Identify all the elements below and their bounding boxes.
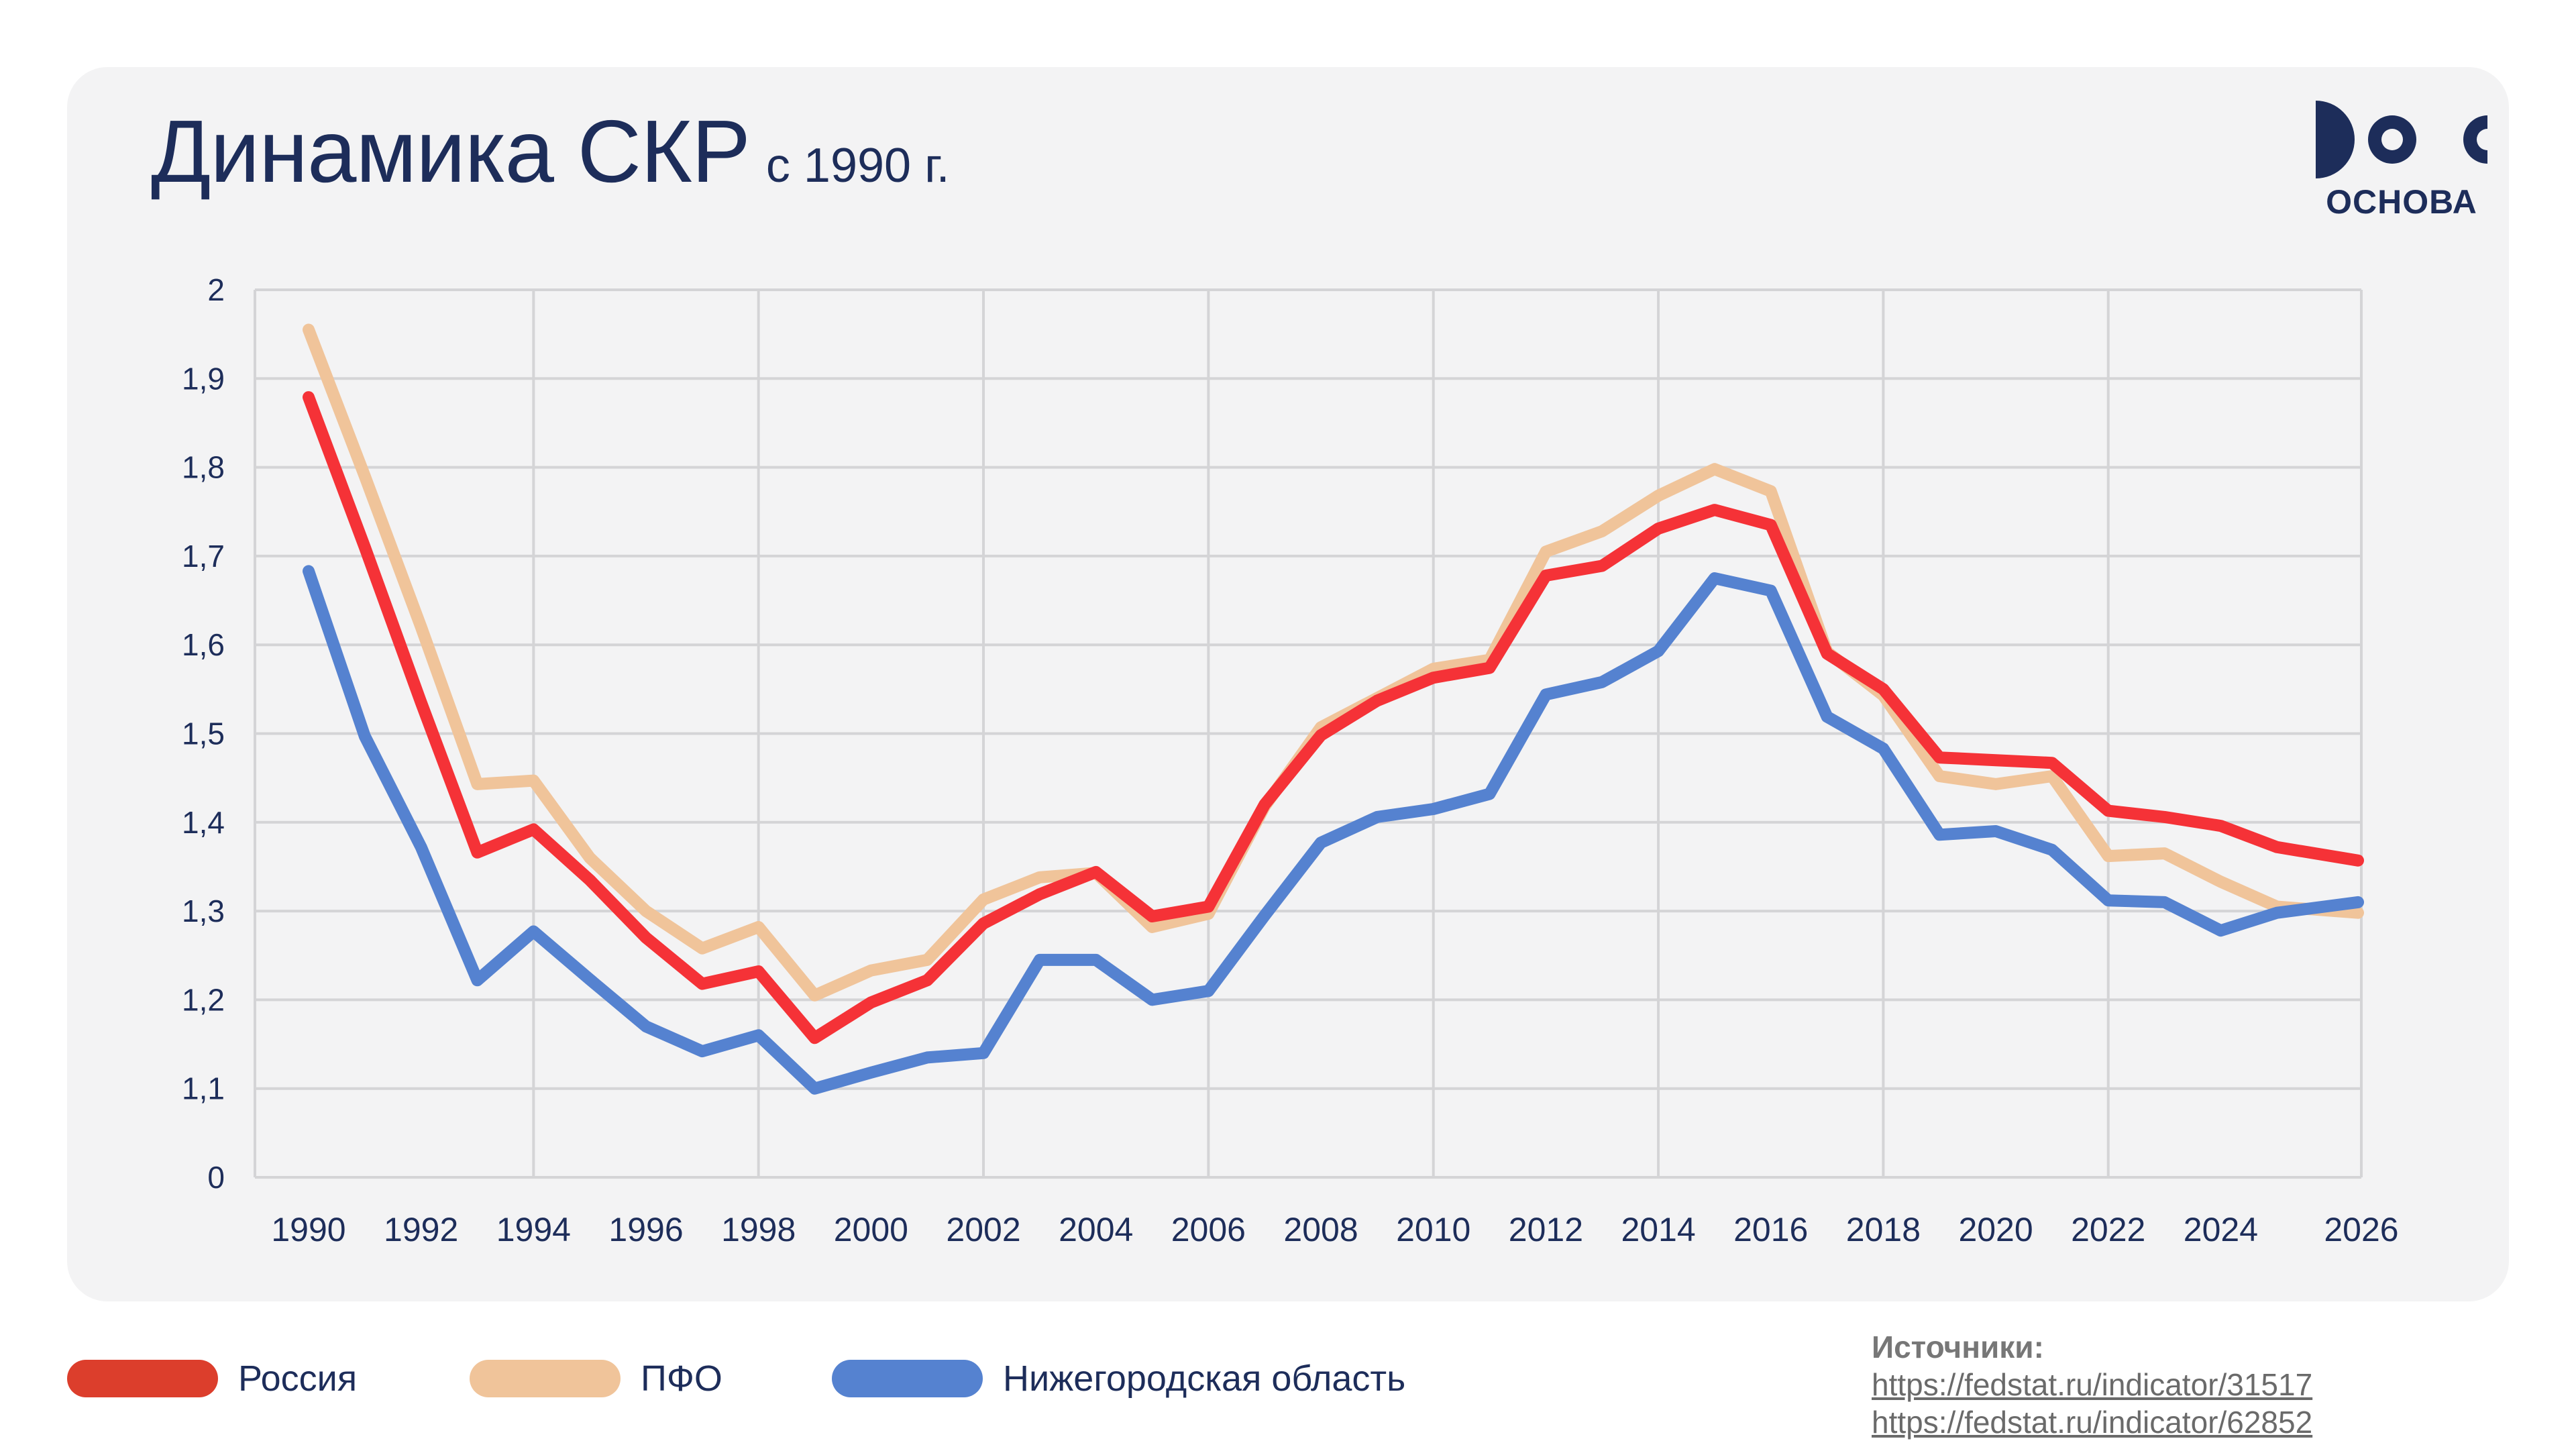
y-tick-label: 1,6 xyxy=(182,627,225,662)
legend-swatch-nizhny xyxy=(832,1360,983,1397)
source-link-1[interactable]: https://fedstat.ru/indicator/31517 xyxy=(1872,1367,2313,1402)
x-tick-label: 2002 xyxy=(946,1211,1020,1248)
y-tick-label: 2 xyxy=(207,272,225,307)
x-tick-label: 2006 xyxy=(1171,1211,1246,1248)
legend-item-nizhny: Нижегородская область xyxy=(832,1358,1405,1399)
x-tick-label: 2022 xyxy=(2071,1211,2145,1248)
x-tick-label: 1990 xyxy=(271,1211,345,1248)
chart-card xyxy=(67,67,2509,1301)
y-tick-label: 1,5 xyxy=(182,716,225,751)
sources-heading: Источники: xyxy=(1872,1330,2044,1364)
y-tick-label: 1,8 xyxy=(182,450,225,485)
source-link-2[interactable]: https://fedstat.ru/indicator/62852 xyxy=(1872,1405,2313,1440)
x-tick-label: 2018 xyxy=(1846,1211,1921,1248)
x-tick-label: 2010 xyxy=(1396,1211,1470,1248)
x-tick-label: 2014 xyxy=(1621,1211,1695,1248)
y-tick-label: 0 xyxy=(207,1160,225,1195)
series-line-nizhny xyxy=(303,565,2364,1095)
y-tick-label: 1,2 xyxy=(182,982,225,1017)
legend-item-russia: Россия xyxy=(67,1358,357,1399)
page-title: Динамика СКР с 1990 г. xyxy=(151,101,950,202)
y-tick-label: 1,3 xyxy=(182,894,225,928)
line-chart: 0 1,1 1,2 1,3 1,4 1,5 1,6 1,7 1,8 1,9 2 1990 1992 199… xyxy=(182,272,2399,1248)
x-tick-label: 1992 xyxy=(384,1211,458,1248)
legend-label-pfo: ПФО xyxy=(641,1358,722,1399)
sources: Источники: https://fedstat.ru/indicator/… xyxy=(1872,1328,2312,1441)
legend-swatch-russia xyxy=(67,1360,218,1397)
logo-text: ОСНОВА xyxy=(2326,183,2477,221)
title-main: Динамика СКР xyxy=(151,102,751,201)
x-tick-label: 2004 xyxy=(1059,1211,1133,1248)
x-tick-label: 2008 xyxy=(1283,1211,1358,1248)
x-tick-label: 1996 xyxy=(608,1211,683,1248)
y-tick-label: 1,1 xyxy=(182,1071,225,1106)
x-tick-label: 1998 xyxy=(721,1211,796,1248)
legend-label-nizhny: Нижегородская область xyxy=(1003,1358,1406,1399)
legend-item-pfo: ПФО xyxy=(470,1358,722,1399)
y-tick-label: 1,7 xyxy=(182,539,225,574)
x-tick-label: 2016 xyxy=(1733,1211,1808,1248)
title-subtitle: с 1990 г. xyxy=(765,139,950,193)
legend-swatch-pfo xyxy=(470,1360,621,1397)
legend-label-russia: Россия xyxy=(238,1358,358,1399)
x-tick-label: 2000 xyxy=(834,1211,908,1248)
x-tick-label: 2024 xyxy=(2184,1211,2258,1248)
y-tick-label: 1,4 xyxy=(182,805,225,840)
y-tick-label: 1,9 xyxy=(182,361,225,396)
x-tick-label: 2020 xyxy=(1958,1211,2033,1248)
x-tick-label: 2026 xyxy=(2324,1211,2398,1248)
osnova-logo-icon xyxy=(2316,101,2487,178)
x-tick-label: 1994 xyxy=(496,1211,571,1248)
series-line-pfo xyxy=(303,323,2364,1002)
series-line-russia xyxy=(303,391,2364,1044)
x-tick-label: 2012 xyxy=(1509,1211,1583,1248)
